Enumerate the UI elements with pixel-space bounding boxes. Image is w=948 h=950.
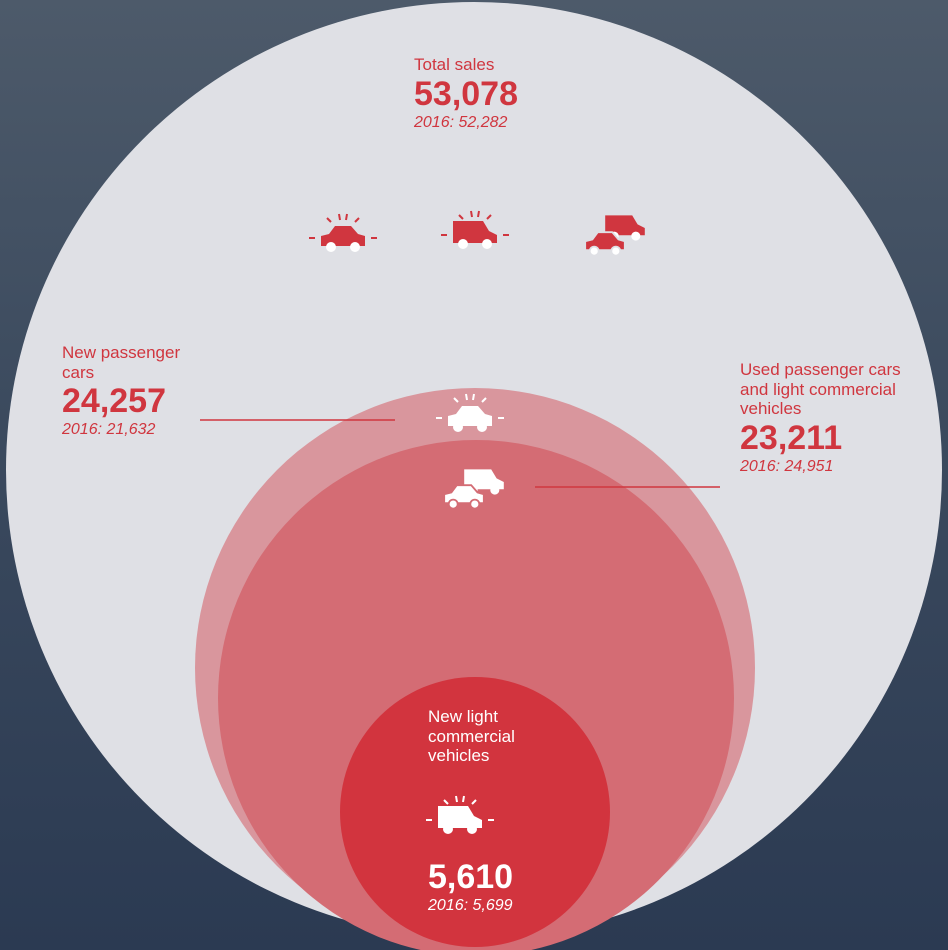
used-block: Used passenger cars and light commercial… — [740, 360, 940, 476]
value: 23,211 — [740, 418, 843, 457]
label: Total sales — [414, 55, 495, 74]
label: Used passenger cars and light commercial… — [740, 360, 901, 419]
value: 24,257 — [62, 382, 166, 421]
new-lcv-label: New light commercial vehicles — [428, 707, 515, 766]
total-block: Total sales 53,078 2016: 52,282 — [414, 55, 518, 132]
previous: 2016: 52,282 — [414, 113, 508, 131]
previous: 2016: 21,632 — [62, 421, 156, 439]
previous: 2016: 24,951 — [740, 457, 834, 475]
new-lcv-block: 5,610 2016: 5,699 — [428, 858, 513, 915]
new-passenger-block: New passenger cars 24,257 2016: 21,632 — [62, 343, 212, 440]
value: 5,610 — [428, 858, 514, 896]
previous: 2016: 5,699 — [428, 897, 513, 915]
label: New passenger cars — [62, 343, 181, 382]
new-lcv-circle — [340, 677, 610, 947]
value: 53,078 — [414, 74, 518, 113]
